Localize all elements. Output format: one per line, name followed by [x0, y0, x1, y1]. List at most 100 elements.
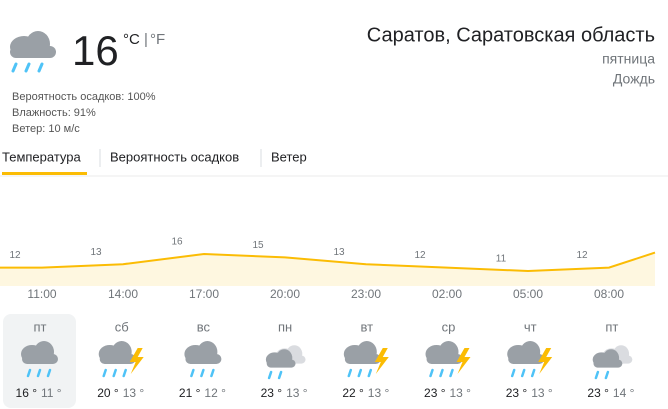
day-high: 16 ° [16, 386, 38, 400]
condition: Дождь [613, 71, 655, 87]
day-icon [184, 341, 222, 378]
day-low: 13 ° [531, 386, 553, 400]
tab[interactable]: Ветер [271, 149, 307, 164]
day-low: 13 ° [123, 386, 145, 400]
day-name: чт [524, 319, 537, 334]
cloud [593, 359, 623, 368]
detail: Вероятность осадков: 100% [12, 91, 156, 103]
day-name: сб [115, 319, 129, 334]
temp-label: 11 [496, 254, 507, 265]
day-low: 14 ° [613, 386, 635, 400]
temp-area [0, 252, 655, 286]
drop [530, 368, 536, 378]
day-low: 12 ° [204, 386, 226, 400]
drop [102, 368, 107, 378]
cloud [22, 354, 58, 364]
temp-label: 16 [171, 237, 183, 248]
cloud [185, 354, 222, 364]
day-icon [21, 341, 58, 378]
cloud [426, 354, 463, 364]
temp-label: 12 [576, 250, 588, 261]
cloud [508, 354, 545, 364]
day-low: 11 ° [41, 386, 62, 400]
bolt [374, 348, 389, 374]
detail: Влажность: 91% [12, 107, 96, 119]
day-low: 13 ° [368, 386, 390, 400]
temp-label: 15 [252, 240, 264, 251]
time-label: 02:00 [432, 287, 462, 301]
drop [267, 370, 273, 380]
time-label: 05:00 [513, 287, 543, 301]
drop [520, 368, 526, 378]
day-icon [343, 341, 389, 378]
time-label: 17:00 [189, 287, 219, 301]
drop [26, 368, 32, 378]
drop [46, 368, 52, 378]
day-high: 23 ° [424, 386, 446, 400]
drop [439, 368, 444, 378]
day-low: 13 ° [450, 386, 472, 400]
drop [429, 368, 434, 378]
bolt [129, 348, 144, 374]
location: Саратов, Саратовская область [367, 24, 655, 46]
bolt [538, 348, 553, 374]
cloud [266, 359, 296, 368]
cloud [99, 354, 136, 364]
tab-indicator [2, 172, 87, 175]
temp-line [0, 251, 656, 273]
day-high: 23 ° [506, 386, 528, 400]
time-label: 11:00 [27, 287, 56, 301]
drop [210, 368, 215, 378]
day-name: пт [605, 319, 618, 334]
temp-label: 12 [414, 250, 426, 261]
detail: Ветер: 10 м/с [12, 123, 80, 135]
drop [510, 368, 516, 378]
temp-label: 13 [333, 247, 345, 258]
day-icon [425, 341, 471, 378]
day-high: 23 ° [261, 386, 283, 400]
drop [112, 368, 117, 378]
unit-c[interactable]: °C [123, 31, 140, 48]
day-icon [592, 345, 633, 380]
day-name: вс [197, 319, 211, 334]
cloud [344, 354, 381, 364]
temp-label: 12 [9, 250, 21, 261]
day-name: пн [278, 319, 292, 334]
current-temp: 16 [72, 27, 119, 74]
drop [367, 368, 373, 378]
drop [190, 368, 195, 378]
time-label: 08:00 [594, 287, 624, 301]
drop [347, 368, 353, 378]
day-name: ср [442, 319, 456, 334]
time-label: 14:00 [108, 287, 138, 301]
time-label: 20:00 [270, 287, 300, 301]
tab[interactable]: Вероятность осадков [110, 149, 239, 164]
day-name: вт [361, 319, 374, 334]
day-low: 13 ° [286, 386, 308, 400]
day-high: 20 ° [97, 386, 119, 400]
current-icon [10, 31, 56, 73]
drop [594, 370, 600, 380]
day-name: пт [34, 319, 47, 334]
day-icon [507, 341, 553, 378]
day-icon [98, 341, 144, 378]
temp-label: 13 [90, 247, 102, 258]
day-high: 21 ° [179, 386, 201, 400]
day: пятница [602, 51, 655, 67]
day-high: 22 ° [342, 386, 364, 400]
drop [122, 368, 127, 378]
drop [357, 368, 363, 378]
tab[interactable]: Температура [2, 149, 82, 164]
day-icon [265, 345, 306, 380]
time-label: 23:00 [351, 287, 381, 301]
drop [604, 370, 610, 380]
day-high: 23 ° [587, 386, 609, 400]
drop [36, 368, 42, 378]
drop [449, 368, 454, 378]
bolt [456, 348, 471, 374]
drop [277, 370, 283, 380]
unit-f[interactable]: °F [150, 31, 165, 48]
drop [200, 368, 205, 378]
